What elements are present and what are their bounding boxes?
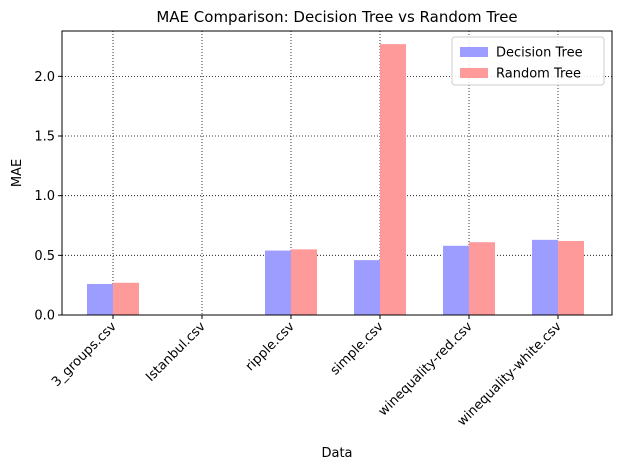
y-tick-label: 0.5	[34, 249, 55, 264]
legend-swatch	[460, 47, 488, 57]
bar-random-tree	[558, 241, 584, 315]
chart-title: MAE Comparison: Decision Tree vs Random …	[156, 8, 517, 26]
legend-swatch	[460, 68, 488, 78]
bar-random-tree	[469, 242, 495, 315]
bar-random-tree	[113, 282, 139, 315]
legend-label: Decision Tree	[496, 46, 583, 61]
y-tick-label: 2.0	[34, 70, 55, 85]
legend-label: Random Tree	[496, 67, 581, 82]
legend: Decision Tree Random Tree	[451, 36, 605, 86]
y-axis-label: MAE	[10, 159, 25, 187]
y-tick-label: 1.5	[34, 130, 55, 145]
x-tick-label: Istanbul.csv	[143, 319, 209, 385]
bar-random-tree	[291, 249, 317, 315]
bar-decision-tree	[443, 245, 469, 315]
legend-box	[451, 36, 605, 86]
y-tick-label: 1.0	[34, 189, 55, 204]
bar-decision-tree	[532, 239, 558, 315]
bar-decision-tree	[354, 260, 380, 315]
bar-decision-tree	[87, 283, 113, 315]
axes	[61, 30, 613, 316]
x-tick-label: winequality-white.csv	[455, 319, 565, 429]
x-axis-label: Data	[321, 446, 352, 461]
x-tick-label: 3_groups.csv	[49, 319, 120, 390]
bar-random-tree	[380, 44, 406, 316]
y-tick-label: 0.0	[34, 309, 55, 324]
plot-frame	[61, 30, 613, 316]
x-tick-label: winequality-red.csv	[376, 319, 476, 419]
x-tick-label: simple.csv	[328, 319, 387, 378]
x-tick-label: ripple.csv	[243, 319, 298, 374]
bar-decision-tree	[265, 250, 291, 315]
bars	[87, 44, 584, 316]
